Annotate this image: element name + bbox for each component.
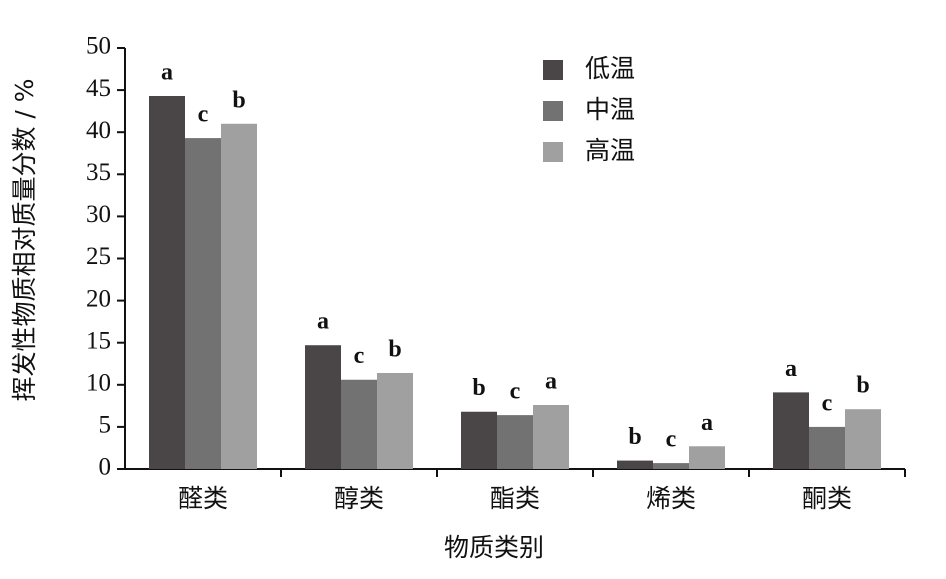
legend-swatch bbox=[543, 142, 563, 162]
bar bbox=[497, 415, 533, 469]
bar bbox=[461, 411, 497, 469]
significance-letter: a bbox=[317, 309, 329, 335]
y-tick-label: 10 bbox=[86, 370, 111, 397]
significance-letter: b bbox=[856, 373, 869, 399]
bar bbox=[809, 426, 845, 469]
y-tick-label: 0 bbox=[99, 454, 112, 481]
x-tick-label: 醇类 bbox=[334, 484, 384, 513]
y-tick-label: 40 bbox=[86, 117, 111, 144]
significance-letter: b bbox=[232, 87, 245, 113]
bar bbox=[617, 460, 653, 469]
legend-label: 低温 bbox=[585, 54, 635, 83]
bar bbox=[149, 95, 185, 469]
x-axis-label: 物质类别 bbox=[444, 533, 544, 562]
bar bbox=[341, 379, 377, 469]
legend-label: 高温 bbox=[585, 136, 635, 165]
significance-letter: a bbox=[785, 356, 797, 382]
significance-letter: a bbox=[701, 410, 713, 436]
y-tick-label: 50 bbox=[86, 33, 111, 60]
x-tick-label: 酮类 bbox=[802, 484, 852, 513]
significance-letter: c bbox=[354, 343, 365, 369]
significance-letter: c bbox=[198, 102, 209, 128]
x-tick-label: 烯类 bbox=[646, 484, 696, 513]
significance-letter: b bbox=[472, 375, 485, 401]
legend-swatch bbox=[543, 60, 563, 80]
bar bbox=[377, 373, 413, 469]
bar bbox=[185, 138, 221, 469]
bar bbox=[773, 392, 809, 469]
bar bbox=[533, 405, 569, 469]
significance-letter: b bbox=[628, 424, 641, 450]
y-tick-label: 35 bbox=[86, 159, 111, 186]
x-tick-label: 醛类 bbox=[178, 484, 228, 513]
y-tick-label: 45 bbox=[86, 75, 111, 102]
y-axis-label: 挥发性物质相对质量分数 / % bbox=[10, 78, 39, 401]
bar bbox=[305, 345, 341, 469]
y-tick-label: 25 bbox=[86, 243, 111, 270]
bar bbox=[845, 409, 881, 469]
significance-letter: c bbox=[510, 379, 521, 405]
y-tick-label: 5 bbox=[99, 412, 112, 439]
bar bbox=[653, 463, 689, 469]
legend-label: 中温 bbox=[585, 95, 635, 124]
bar bbox=[221, 123, 257, 469]
significance-letter: b bbox=[388, 337, 401, 363]
legend-swatch bbox=[543, 101, 563, 121]
significance-letter: c bbox=[822, 390, 833, 416]
significance-letter: a bbox=[161, 59, 173, 85]
y-tick-label: 15 bbox=[86, 327, 111, 354]
significance-letter: a bbox=[545, 369, 557, 395]
x-tick-label: 酯类 bbox=[490, 484, 540, 513]
bar bbox=[689, 446, 725, 469]
significance-letter: c bbox=[666, 427, 677, 453]
y-tick-label: 30 bbox=[86, 201, 111, 228]
y-tick-label: 20 bbox=[86, 285, 111, 312]
